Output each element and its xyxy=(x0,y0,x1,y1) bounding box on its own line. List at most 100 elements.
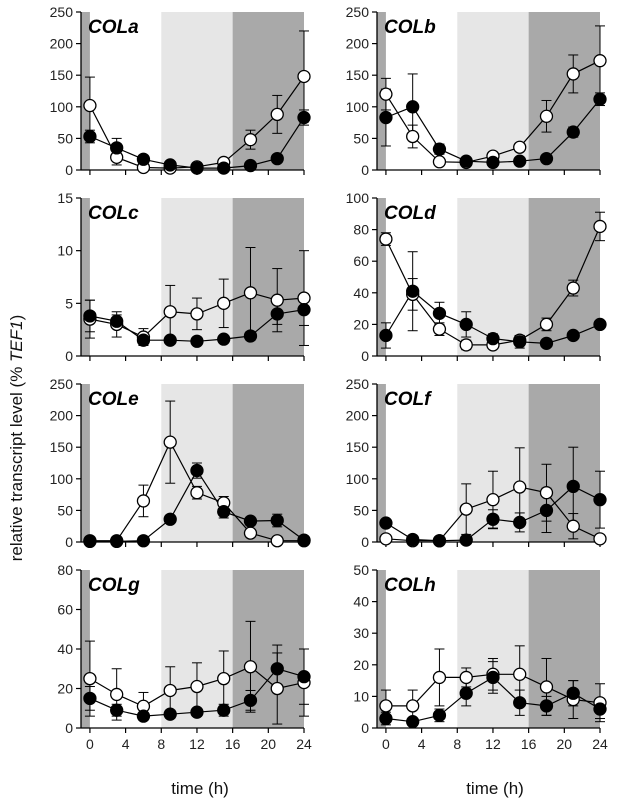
data-point-colf-filled-8 xyxy=(593,493,607,507)
y-tick-label-cole-100: 100 xyxy=(50,471,74,487)
y-tick-label-colb-100: 100 xyxy=(346,99,370,115)
shade-band-cola-0 xyxy=(81,12,90,170)
y-tick-label-cold-60: 60 xyxy=(353,253,369,269)
y-tick-label-cola-0: 0 xyxy=(65,162,73,178)
data-point-colg-open-1 xyxy=(110,687,124,702)
y-tick-label-colg-0: 0 xyxy=(65,720,73,736)
panel-title-colb: COLb xyxy=(384,17,436,38)
data-point-colf-filled-6 xyxy=(539,503,554,518)
data-point-colc-filled-2 xyxy=(136,333,151,347)
data-point-cold-filled-1 xyxy=(406,284,420,298)
data-point-colf-open-4 xyxy=(486,493,500,507)
panel-colg: 0 20 40 60 80 0 4 8 12 16 20 24 COLg xyxy=(57,562,312,752)
data-point-colc-filled-7 xyxy=(270,307,284,321)
shade-band-cola-1 xyxy=(161,12,233,170)
data-point-cole-open-2 xyxy=(136,494,151,508)
x-tick-label-colg-24: 24 xyxy=(296,736,312,752)
data-point-colf-filled-1 xyxy=(406,532,420,547)
panel-cold: 0 20 40 60 80 100 COLd xyxy=(346,190,607,364)
data-point-cole-filled-3 xyxy=(163,512,177,526)
data-point-colb-filled-6 xyxy=(539,151,554,166)
panel-title-colc: COLc xyxy=(88,203,139,224)
data-point-cola-filled-3 xyxy=(163,158,177,172)
data-point-cole-filled-6 xyxy=(243,514,258,528)
panel-title-colh: COLh xyxy=(384,575,436,596)
y-tick-label-cola-50: 50 xyxy=(57,130,73,146)
y-tick-label-colf-100: 100 xyxy=(346,471,370,487)
panel-cola: 0 50 100 150 200 250 COLa xyxy=(50,4,311,178)
y-tick-label-colb-200: 200 xyxy=(346,36,370,52)
data-point-cold-open-8 xyxy=(593,219,607,234)
y-tick-label-cold-20: 20 xyxy=(353,316,369,332)
x-axis-label-right: time (h) xyxy=(466,779,524,798)
data-point-colc-open-7 xyxy=(270,293,284,307)
panel-title-cole: COLe xyxy=(88,389,139,410)
y-tick-label-colh-30: 30 xyxy=(353,625,369,641)
y-axis-label: relative transcript level (% TEF1) xyxy=(7,315,26,562)
shade-band-cold-2 xyxy=(528,198,600,356)
y-tick-label-colb-0: 0 xyxy=(361,162,369,178)
data-point-cold-filled-0 xyxy=(379,328,393,343)
shade-band-colg-0 xyxy=(81,570,90,728)
data-point-colg-open-6 xyxy=(243,660,258,674)
data-point-colf-open-7 xyxy=(566,519,580,533)
y-tick-label-colf-250: 250 xyxy=(346,376,370,392)
data-point-cold-filled-5 xyxy=(513,335,527,349)
data-point-colh-open-1 xyxy=(406,699,420,713)
x-tick-label-colg-4: 4 xyxy=(122,736,130,752)
x-tick-label-colh-16: 16 xyxy=(521,736,537,752)
x-tick-label-colh-20: 20 xyxy=(557,736,573,752)
y-tick-label-cole-50: 50 xyxy=(57,502,73,518)
y-tick-label-cola-150: 150 xyxy=(50,67,74,83)
y-tick-label-colg-60: 60 xyxy=(57,602,73,618)
data-point-colf-filled-2 xyxy=(432,534,447,548)
data-point-cold-filled-3 xyxy=(459,317,473,332)
data-point-colf-open-3 xyxy=(459,502,473,516)
data-point-cole-open-7 xyxy=(270,534,284,548)
panel-title-colg: COLg xyxy=(88,575,140,596)
panel-cole: 0 50 100 150 200 250 COLe xyxy=(50,376,311,550)
shade-band-colf-2 xyxy=(528,384,600,542)
data-point-cola-filled-0 xyxy=(83,129,97,144)
y-tick-label-cole-250: 250 xyxy=(50,376,74,392)
data-point-colb-open-5 xyxy=(513,140,527,154)
data-point-colb-open-2 xyxy=(432,155,447,169)
data-point-colh-filled-4 xyxy=(486,670,500,685)
data-point-cold-filled-4 xyxy=(486,331,500,346)
data-point-colc-open-4 xyxy=(190,307,204,321)
y-tick-label-colc-0: 0 xyxy=(65,348,73,364)
data-point-colh-filled-2 xyxy=(432,708,447,723)
shade-band-colh-0 xyxy=(377,570,386,728)
y-tick-label-colb-150: 150 xyxy=(346,67,370,83)
x-tick-label-colg-8: 8 xyxy=(157,736,165,752)
panel-colh: 0 10 20 30 40 50 0 4 8 12 16 20 24 COLh xyxy=(353,562,608,752)
data-point-cole-filled-1 xyxy=(110,534,124,549)
x-tick-label-colh-4: 4 xyxy=(418,736,426,752)
y-tick-label-cold-0: 0 xyxy=(361,348,369,364)
x-tick-label-colh-12: 12 xyxy=(485,736,501,752)
data-point-colh-open-6 xyxy=(539,680,554,694)
data-point-colg-open-3 xyxy=(163,683,177,698)
y-tick-label-colh-10: 10 xyxy=(353,688,369,704)
shade-band-colh-2 xyxy=(528,570,600,728)
data-point-colg-filled-5 xyxy=(217,703,231,717)
data-point-colf-open-5 xyxy=(513,480,527,494)
y-tick-label-cola-250: 250 xyxy=(50,4,74,20)
data-point-colg-open-4 xyxy=(190,679,204,694)
data-point-colb-filled-7 xyxy=(566,125,580,139)
data-point-colg-open-0 xyxy=(83,671,97,686)
y-tick-label-colb-250: 250 xyxy=(346,4,370,20)
shade-band-colc-1 xyxy=(161,198,233,356)
data-point-colc-open-5 xyxy=(217,296,231,310)
data-point-cola-filled-4 xyxy=(190,161,204,175)
data-point-colh-filled-8 xyxy=(593,702,607,716)
shade-band-colf-0 xyxy=(377,384,386,542)
data-point-cola-filled-6 xyxy=(243,158,258,173)
data-point-colh-filled-3 xyxy=(459,686,473,700)
data-point-colb-filled-3 xyxy=(459,154,473,168)
data-point-colh-filled-7 xyxy=(566,686,580,700)
data-point-colg-filled-7 xyxy=(270,662,284,676)
y-tick-label-colh-20: 20 xyxy=(353,657,369,673)
y-tick-label-colf-200: 200 xyxy=(346,408,370,424)
x-tick-label-colg-16: 16 xyxy=(225,736,241,752)
